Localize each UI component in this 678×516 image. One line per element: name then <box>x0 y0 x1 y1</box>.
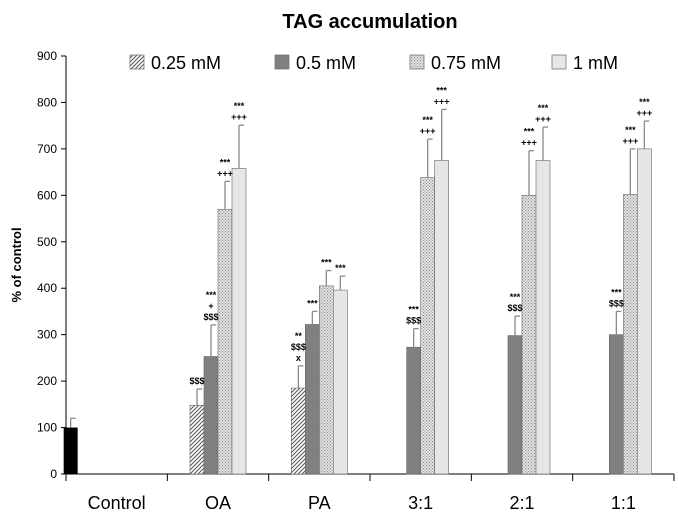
legend-label: 1 mM <box>573 53 618 73</box>
y-tick-label: 0 <box>50 467 57 481</box>
bar-025-mM <box>189 404 205 475</box>
significance-label: *** <box>408 305 419 315</box>
significance-label: $$$ <box>609 298 624 308</box>
legend-swatch <box>409 54 425 70</box>
significance-label: $$$ <box>507 303 522 313</box>
significance-label: +++ <box>622 136 638 146</box>
significance-label: +++ <box>434 96 450 106</box>
y-axis-label: % of control <box>9 227 24 302</box>
bar-075-mM <box>319 285 334 475</box>
bar-control <box>63 427 78 474</box>
y-axis: 0 100 200 300 400 500 600 700 800 900 <box>37 49 67 481</box>
significance-label: $$$ <box>203 312 218 322</box>
significance-label: *** <box>335 263 346 273</box>
y-tick-label: 200 <box>37 374 57 388</box>
bar-1-mM <box>637 148 652 475</box>
significance-label: *** <box>436 85 447 95</box>
legend-swatch <box>551 54 567 70</box>
bar-05-mM <box>203 356 219 475</box>
y-tick-label: 600 <box>37 188 57 202</box>
bars <box>63 108 652 475</box>
significance-label: *** <box>422 115 433 125</box>
bar-075-mM <box>521 195 537 475</box>
legend-swatch <box>274 54 290 70</box>
significance-label: *** <box>234 101 245 111</box>
significance-label: *** <box>538 103 549 113</box>
significance-label: +++ <box>231 112 247 122</box>
significance-label: *** <box>524 127 535 137</box>
significance-label: +++ <box>636 108 652 118</box>
significance-label: *** <box>510 292 521 302</box>
significance-label: +++ <box>521 138 537 148</box>
significance-label: *** <box>321 258 332 268</box>
significance-label: *** <box>206 290 217 300</box>
x-tick-label: OA <box>205 493 231 513</box>
legend: 0.25 mM 0.5 mM 0.75 mM 1 mM <box>129 53 618 73</box>
x-axis: Control OA PA 3:1 2:1 1:1 <box>65 473 675 513</box>
x-tick-label: PA <box>308 493 331 513</box>
chart-title: TAG accumulation <box>282 11 457 33</box>
bar-1-mM <box>434 160 449 475</box>
y-tick-label: 100 <box>37 421 57 435</box>
bar-05-mM <box>406 346 421 475</box>
bar-05-mM <box>507 335 523 475</box>
bar-1-mM <box>535 160 551 475</box>
legend-label: 0.25 mM <box>151 53 221 73</box>
significance-label: $$$ <box>189 376 204 386</box>
significance-label: *** <box>639 97 650 107</box>
significance-annotations: $$$$$$+***+++***+++***x$$$***********$$$… <box>189 85 652 386</box>
significance-label: ** <box>295 331 303 341</box>
significance-label: $$$ <box>406 316 421 326</box>
bar-1-mM <box>231 168 247 475</box>
x-tick-label: 1:1 <box>611 493 636 513</box>
bar-025-mM <box>291 387 306 475</box>
legend-label: 0.5 mM <box>296 53 356 73</box>
legend-swatch <box>129 54 145 70</box>
legend-label: 0.75 mM <box>431 53 501 73</box>
x-tick-label: 2:1 <box>509 493 534 513</box>
y-tick-label: 700 <box>37 142 57 156</box>
significance-label: *** <box>220 157 231 167</box>
significance-label: *** <box>307 298 318 308</box>
significance-label: +++ <box>217 168 233 178</box>
bar-05-mM <box>305 324 320 475</box>
significance-label: *** <box>625 125 636 135</box>
significance-label: $$$ <box>291 342 306 352</box>
bar-075-mM <box>623 194 638 475</box>
bar-05-mM <box>609 334 624 475</box>
bar-1-mM <box>333 289 348 475</box>
y-tick-label: 900 <box>37 49 57 63</box>
y-tick-label: 800 <box>37 95 57 109</box>
bar-075-mM <box>217 208 233 475</box>
y-tick-label: 500 <box>37 235 57 249</box>
y-tick-label: 400 <box>37 281 57 295</box>
significance-label: x <box>296 353 301 363</box>
x-tick-label: 3:1 <box>408 493 433 513</box>
y-tick-label: 300 <box>37 328 57 342</box>
x-tick-label: Control <box>88 493 146 513</box>
significance-label: +++ <box>535 114 551 124</box>
bar-075-mM <box>420 177 435 475</box>
significance-label: *** <box>611 287 622 297</box>
significance-label: +++ <box>420 126 436 136</box>
significance-label: + <box>208 301 213 311</box>
